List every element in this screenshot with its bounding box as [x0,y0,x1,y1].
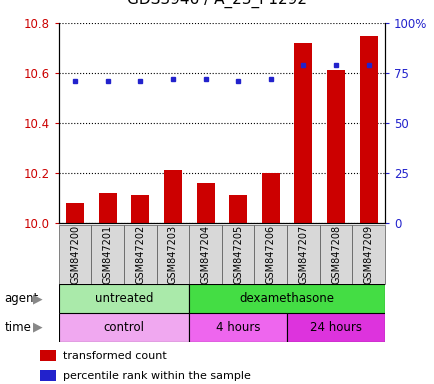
Bar [189,313,286,342]
Bar [352,225,384,284]
Bar [59,225,91,284]
Bar [156,225,189,284]
Text: ▶: ▶ [33,321,43,334]
Text: transformed count: transformed count [63,351,167,361]
Text: control: control [103,321,144,334]
Bar [99,193,116,223]
Text: percentile rank within the sample: percentile rank within the sample [63,371,250,381]
Bar [229,195,247,223]
Bar [189,225,221,284]
Text: GSM847204: GSM847204 [200,225,210,284]
Text: GSM847205: GSM847205 [233,225,243,284]
Text: agent: agent [4,292,39,305]
Text: GSM847207: GSM847207 [298,225,308,284]
Bar [196,183,214,223]
Bar [319,225,352,284]
Bar [124,225,156,284]
Bar [286,313,384,342]
Bar [131,195,149,223]
Text: 24 hours: 24 hours [309,321,361,334]
Text: dexamethasone: dexamethasone [239,292,334,305]
Text: GSM847209: GSM847209 [363,225,373,284]
Text: GSM847208: GSM847208 [330,225,340,284]
Text: untreated: untreated [95,292,153,305]
Bar [91,225,124,284]
Text: 4 hours: 4 hours [215,321,260,334]
Text: GSM847206: GSM847206 [265,225,275,284]
Text: GSM847200: GSM847200 [70,225,80,284]
Text: GSM847202: GSM847202 [135,225,145,284]
Text: GSM847201: GSM847201 [102,225,112,284]
Text: time: time [4,321,31,334]
Bar [294,43,312,223]
Bar [40,370,56,381]
Bar [221,225,254,284]
Bar [254,225,286,284]
Bar [164,170,181,223]
Text: GSM847203: GSM847203 [168,225,178,284]
Bar [66,203,84,223]
Bar [40,350,56,361]
Bar [59,313,189,342]
Bar [189,284,384,313]
Bar [286,225,319,284]
Bar [326,71,344,223]
Text: ▶: ▶ [33,292,43,305]
Bar [59,284,189,313]
Bar [261,173,279,223]
Bar [359,36,377,223]
Text: GDS3946 / A_23_P1292: GDS3946 / A_23_P1292 [127,0,307,8]
